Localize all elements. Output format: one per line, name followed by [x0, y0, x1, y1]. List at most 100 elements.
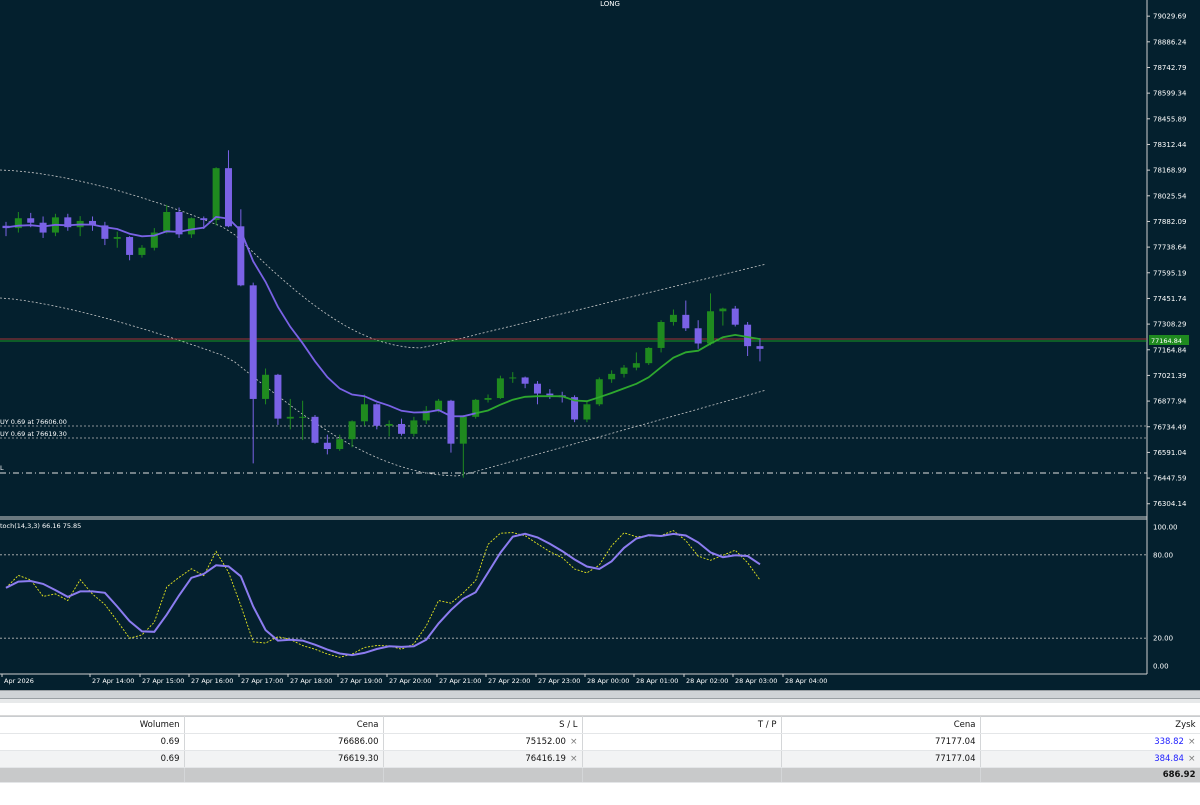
table-header-row: Wolumen Cena S / L T / P Cena Zysk [0, 716, 1200, 734]
candle-body [546, 393, 554, 396]
moving-average-line [5, 215, 476, 418]
price-axis-label: 76447.59 [1153, 475, 1186, 483]
price-axis-label: 77882.09 [1153, 218, 1186, 226]
upper-band-line [0, 169, 767, 349]
col-header-volume[interactable]: Wolumen [0, 716, 185, 734]
candle-body [311, 416, 319, 443]
total-profit: 686.92 [980, 767, 1200, 783]
price-axis-label: 78742.79 [1153, 64, 1186, 72]
price-axis-label: 77021.39 [1153, 372, 1186, 380]
time-axis-label: 28 Apr 02:00 [686, 677, 728, 685]
candle-body [360, 404, 368, 422]
time-axis-label: 27 Apr 17:00 [241, 677, 283, 685]
col-header-price[interactable]: Cena [184, 716, 384, 734]
col-header-tp[interactable]: T / P [582, 716, 782, 734]
lower-band-line [0, 297, 767, 477]
candle-body [101, 225, 109, 239]
candle-body [138, 247, 146, 255]
candle-body [707, 311, 715, 344]
price-axis-label: 77738.64 [1153, 244, 1187, 252]
chart-canvas[interactable]: 79029.69 78886.24 78742.79 78599.34 78455.89… [0, 0, 1200, 690]
remove-sl-icon[interactable]: × [569, 754, 578, 764]
close-position-icon[interactable]: × [1187, 754, 1196, 764]
current-price-marker [1149, 335, 1189, 345]
candle-body [336, 439, 344, 450]
time-axis-label: 27 Apr 19:00 [340, 677, 382, 685]
stoch-signal-line [5, 530, 761, 658]
candle-body [175, 211, 183, 235]
candle-body [27, 218, 35, 223]
cell-current-price: 77177.04 [781, 733, 981, 751]
candle-body [163, 211, 171, 233]
candle-body [744, 324, 752, 347]
candle-body [756, 346, 764, 349]
candle-body [583, 404, 591, 420]
price-axis-label: 76304.14 [1153, 500, 1187, 508]
price-axis-label: 77308.29 [1153, 321, 1186, 329]
candle-body [533, 383, 541, 394]
table-row[interactable]: 0.69 76686.00 × 75152.00 77177.04 × 338.82 [0, 733, 1200, 751]
candle-body [212, 168, 220, 221]
remove-sl-icon[interactable]: × [569, 737, 578, 747]
sl-value: 76416.19 [525, 754, 566, 764]
panel-splitter[interactable] [0, 690, 1200, 699]
col-header-current-price[interactable]: Cena [781, 716, 981, 734]
cell-price: 76619.30 [184, 750, 384, 768]
candle-body [657, 322, 665, 348]
time-axis-label: 28 Apr 04:00 [785, 677, 827, 685]
candle-body [286, 416, 294, 419]
candle-body [719, 308, 727, 312]
col-header-sl[interactable]: S / L [383, 716, 583, 734]
price-axis-label: 76734.49 [1153, 423, 1186, 431]
price-axis-label: 78599.34 [1153, 90, 1187, 98]
close-position-icon[interactable]: × [1187, 737, 1196, 747]
candle-body [200, 218, 208, 221]
toolbox-header-strip [0, 703, 1200, 716]
cell-tp [582, 750, 782, 768]
cell-profit: × 338.82 [980, 733, 1200, 751]
candle-body [39, 222, 47, 233]
price-chart-area[interactable]: 79029.69 78886.24 78742.79 78599.34 78455.89… [0, 0, 1200, 690]
price-axis-label: 78168.99 [1153, 167, 1186, 175]
stop-level-label: L [0, 464, 4, 472]
candle-body [447, 400, 455, 444]
candle-body [299, 416, 307, 418]
stoch-axis-label: 100.00 [1153, 524, 1178, 532]
candle-body [620, 367, 628, 374]
candle-body [150, 232, 158, 248]
candle-body [410, 420, 418, 434]
candle-body [224, 168, 232, 227]
cell-tp [582, 733, 782, 751]
price-axis-label: 76877.94 [1153, 398, 1187, 406]
candle-body [571, 397, 579, 420]
order-level-label: UY 0.69 at 76606.00 [0, 418, 67, 426]
cell-volume: 0.69 [0, 733, 185, 751]
time-axis-label: 27 Apr 23:00 [538, 677, 580, 685]
sl-value: 75152.00 [525, 737, 566, 747]
time-axis-label: Apr 2026 [4, 677, 34, 685]
cell-volume: 0.69 [0, 750, 185, 768]
candle-body [694, 328, 702, 344]
price-axis-label: 78455.89 [1153, 115, 1186, 123]
time-axis-label: 28 Apr 00:00 [587, 677, 629, 685]
panel-splitter-shadow [0, 699, 1200, 703]
moving-average-line-rising [475, 333, 761, 415]
time-axis-label: 27 Apr 16:00 [191, 677, 233, 685]
candle-body [422, 410, 430, 421]
cell-price: 76686.00 [184, 733, 384, 751]
candle-body [484, 398, 492, 400]
candle-body [496, 378, 504, 399]
profit-value: 384.84 [1154, 754, 1184, 764]
candle-body [323, 442, 331, 450]
stoch-axis-label: 0.00 [1153, 663, 1169, 671]
time-axis-label: 27 Apr 22:00 [488, 677, 530, 685]
time-axis-label: 27 Apr 18:00 [290, 677, 332, 685]
candle-body [64, 217, 72, 228]
col-header-profit[interactable]: Zysk [980, 716, 1200, 734]
price-axis-label: 78886.24 [1153, 38, 1187, 46]
table-row[interactable]: 0.69 76619.30 × 76416.19 77177.04 × 384.84 [0, 750, 1200, 768]
cell-profit: × 384.84 [980, 750, 1200, 768]
candle-body [435, 400, 443, 411]
candle-body [608, 373, 616, 380]
candle-body [595, 379, 603, 405]
